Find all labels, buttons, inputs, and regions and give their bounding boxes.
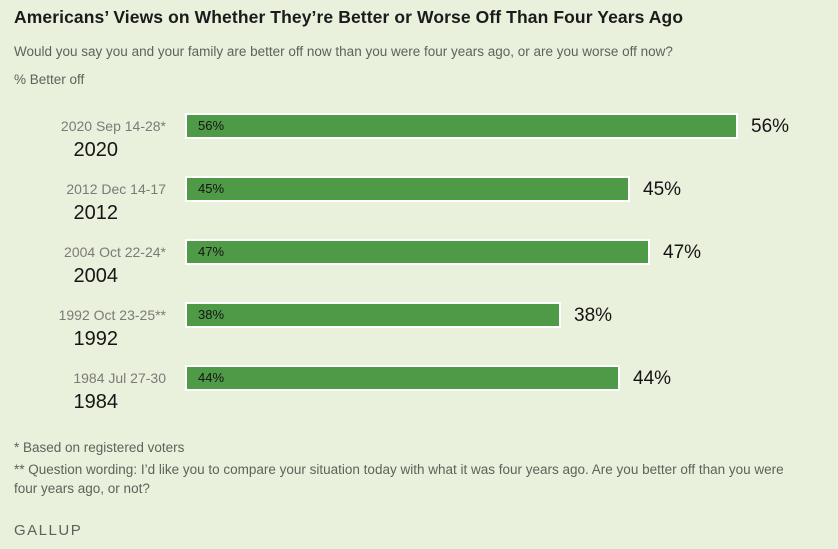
- year-label: 2012: [73, 202, 119, 224]
- bar-value-outside: 47%: [663, 242, 702, 263]
- bar-value-outside: 44%: [633, 368, 672, 389]
- gallup-logo: GALLUP: [14, 522, 83, 539]
- bar-value-inside: 45%: [198, 181, 225, 196]
- bar: 56%: [185, 113, 738, 139]
- series-label: % Better off: [14, 72, 85, 87]
- category-label: 2004 Oct 22-24*: [64, 244, 166, 260]
- bar-value-outside: 56%: [751, 116, 790, 137]
- bar-value-inside: 56%: [198, 118, 225, 133]
- footnote-registered-voters: * Based on registered voters: [14, 440, 185, 455]
- year-label: 1992: [73, 328, 119, 350]
- category-label: 1992 Oct 23-25**: [58, 307, 166, 323]
- category-label: 1984 Jul 27-30: [73, 370, 166, 386]
- bar-value-inside: 38%: [198, 307, 225, 322]
- category-label: 2012 Dec 14-17: [66, 181, 166, 197]
- bar: 47%: [185, 239, 650, 265]
- category-label: 2020 Sep 14-28*: [60, 118, 166, 134]
- chart-title: Americans’ Views on Whether They’re Bett…: [14, 7, 684, 27]
- bar-row: 2012 Dec 14-17 2012 45% 45%: [0, 176, 838, 239]
- bar: 44%: [185, 365, 620, 391]
- year-label: 1984: [73, 391, 119, 413]
- bar-value-outside: 45%: [643, 179, 682, 200]
- bar-value-outside: 38%: [574, 305, 613, 326]
- bar-row: 2004 Oct 22-24* 2004 47% 47%: [0, 239, 838, 302]
- bar-value-inside: 44%: [198, 370, 225, 385]
- bar-chart: 2020 Sep 14-28* 2020 56% 56% 2012 Dec 14-17 2…: [0, 113, 838, 433]
- bar: 45%: [185, 176, 630, 202]
- bar-row: 1984 Jul 27-30 1984 44% 44%: [0, 365, 838, 428]
- bar-row: 1992 Oct 23-25** 1992 38% 38%: [0, 302, 838, 365]
- year-label: 2004: [73, 265, 119, 287]
- bar-value-inside: 47%: [198, 244, 225, 259]
- bar: 38%: [185, 302, 561, 328]
- year-label: 2020: [73, 139, 119, 161]
- footnote-question-wording: ** Question wording: I’d like you to com…: [14, 462, 784, 496]
- chart-subtitle: Would you say you and your family are be…: [14, 44, 673, 59]
- bar-row: 2020 Sep 14-28* 2020 56% 56%: [0, 113, 838, 176]
